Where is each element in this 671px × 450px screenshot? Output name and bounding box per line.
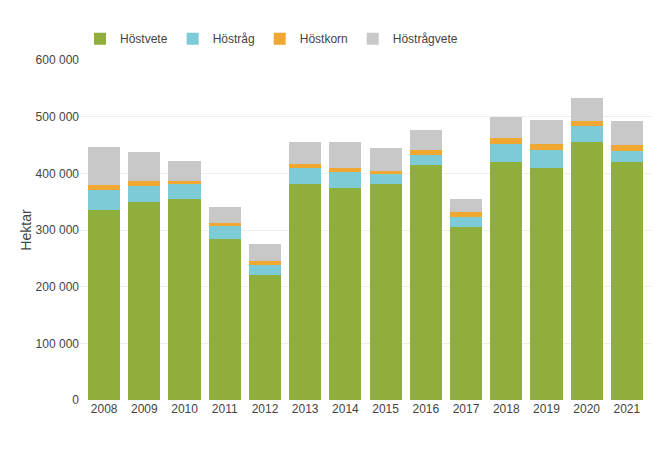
svg-text:2021: 2021 — [614, 402, 641, 416]
svg-text:Höstrågvete: Höstrågvete — [393, 32, 458, 46]
svg-text:2013: 2013 — [292, 402, 319, 416]
svg-text:2014: 2014 — [332, 402, 359, 416]
svg-text:0: 0 — [72, 393, 79, 407]
svg-text:2008: 2008 — [91, 402, 118, 416]
svg-text:2017: 2017 — [453, 402, 480, 416]
svg-text:2012: 2012 — [252, 402, 279, 416]
svg-text:600 000: 600 000 — [36, 53, 80, 67]
svg-text:500 000: 500 000 — [36, 110, 80, 124]
svg-text:Höstkorn: Höstkorn — [300, 32, 348, 46]
svg-text:2019: 2019 — [533, 402, 560, 416]
svg-text:2010: 2010 — [171, 402, 198, 416]
svg-text:300 000: 300 000 — [36, 223, 80, 237]
svg-text:100 000: 100 000 — [36, 337, 80, 351]
svg-text:Höstråg: Höstråg — [213, 32, 255, 46]
svg-text:Hektar: Hektar — [18, 209, 34, 251]
svg-text:2009: 2009 — [131, 402, 158, 416]
svg-text:2018: 2018 — [493, 402, 520, 416]
svg-text:200 000: 200 000 — [36, 280, 80, 294]
svg-text:Höstvete: Höstvete — [120, 32, 168, 46]
svg-text:2020: 2020 — [573, 402, 600, 416]
svg-text:2015: 2015 — [372, 402, 399, 416]
svg-text:400 000: 400 000 — [36, 167, 80, 181]
svg-text:2016: 2016 — [412, 402, 439, 416]
svg-text:2011: 2011 — [212, 402, 238, 416]
